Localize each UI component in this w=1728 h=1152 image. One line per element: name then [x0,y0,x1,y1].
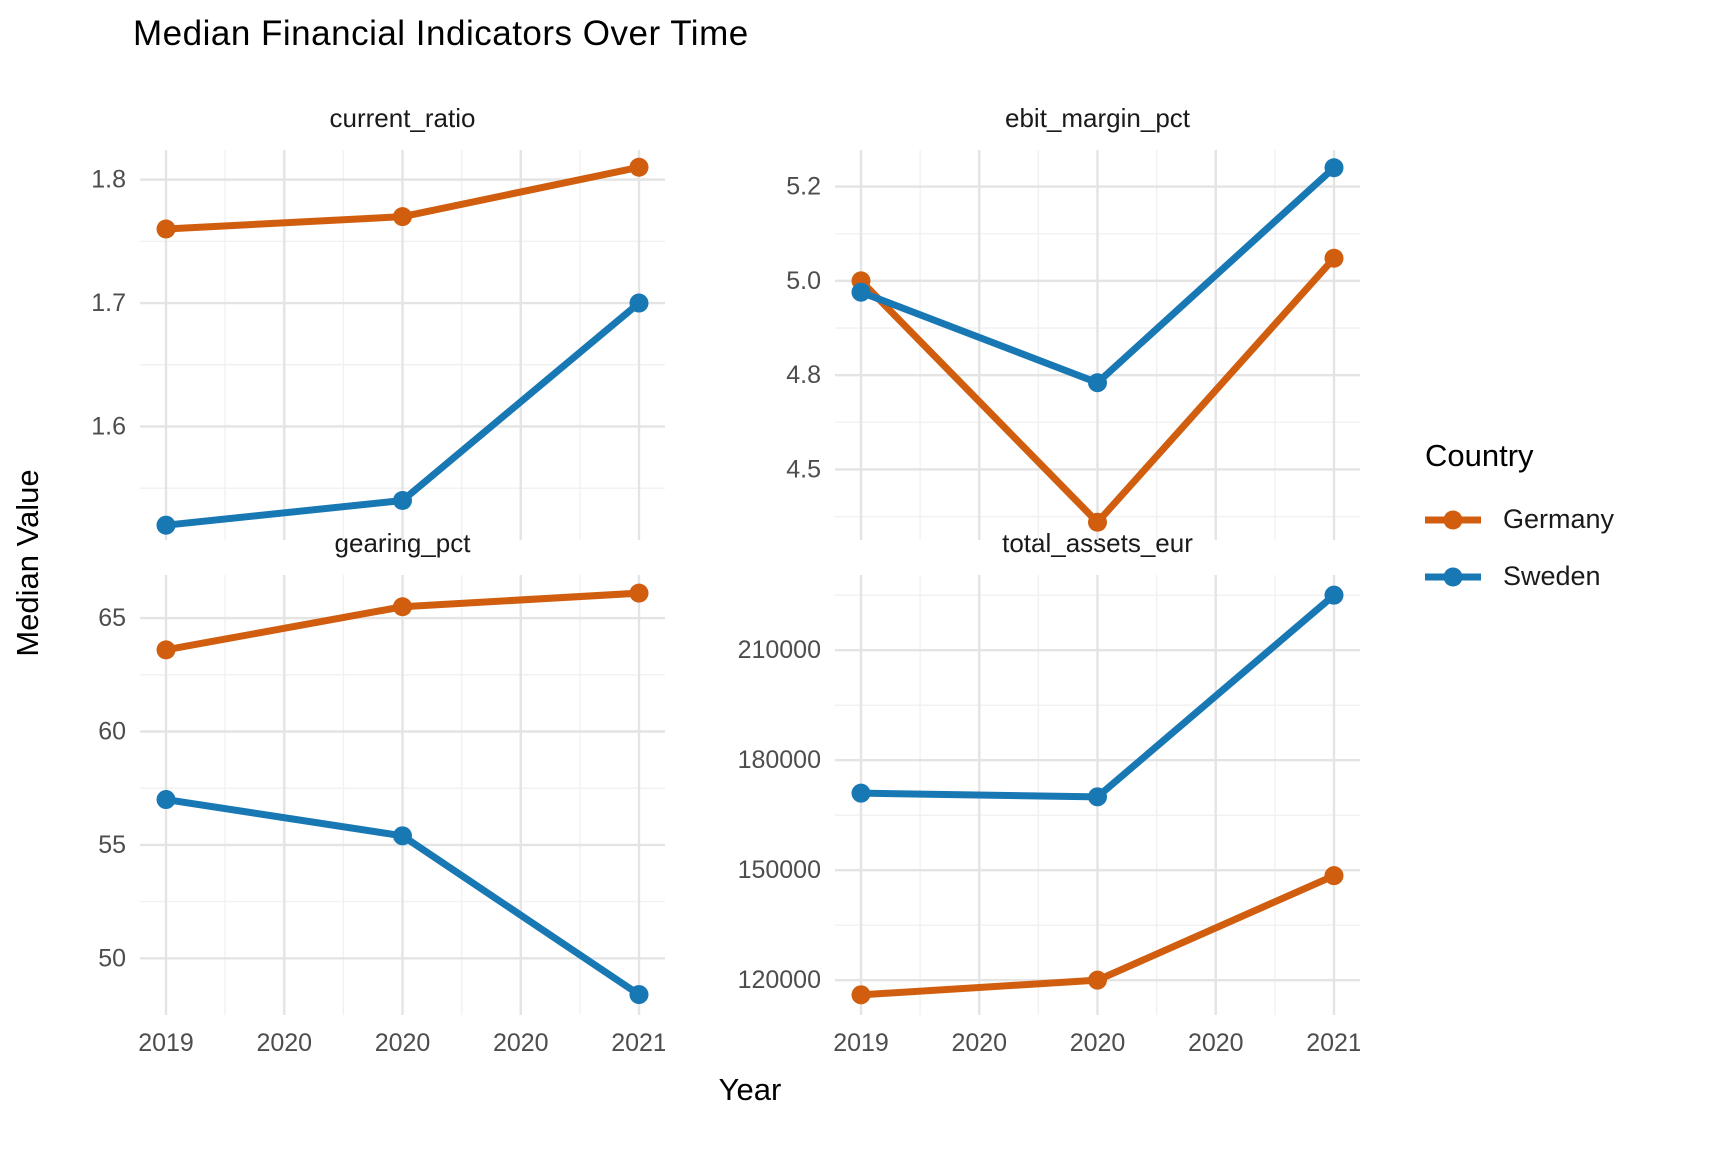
sweden-point [1324,585,1344,605]
y-tick-label: 55 [98,831,126,859]
x-tick-label: 2021 [611,1029,665,1057]
y-tick-label: 1.8 [91,166,126,194]
y-tick-label: 4.8 [786,361,821,389]
legend-entry-sweden: Sweden [1425,561,1614,592]
y-tick-label: 150000 [738,856,821,884]
legend-label-germany: Germany [1503,504,1615,534]
x-tick-label: 2020 [1070,1029,1126,1057]
facet-title-current-ratio: current_ratio [329,103,476,133]
facet-panel-current-ratio: 1.6 1.7 1.8 [91,150,665,540]
sweden-point [629,293,649,313]
y-tick-label: 60 [98,717,126,745]
y-tick-label: 4.5 [786,455,821,483]
sweden-point [851,282,871,302]
facet-title-ebit-margin-pct: ebit_margin_pct [1005,103,1190,133]
sweden-point [851,783,871,803]
germany-point [1324,866,1344,886]
x-axis-title: Year [718,1072,782,1107]
legend-entry-germany: Germany [1425,504,1614,535]
germany-point [393,597,412,617]
y-tick-label: 5.0 [786,267,821,295]
facet-panel-gearing-pct: 50 55 60 65 2019 2020 2020 2020 2021 [98,575,665,1057]
germany-point [851,985,871,1005]
x-tick-label: 2019 [138,1029,194,1057]
y-tick-label: 120000 [738,966,821,994]
y-tick-label: 65 [98,604,126,632]
germany-point [1088,512,1107,532]
germany-point [393,207,412,227]
x-tick-label: 2019 [833,1029,889,1057]
x-tick-label: 2020 [256,1029,312,1057]
facet-panel-ebit-margin-pct: 4.5 4.8 5.0 5.2 [786,150,1360,540]
sweden-point [393,491,412,511]
germany-point [629,157,649,177]
sweden-point [393,826,412,846]
facet-panel-total-assets-eur: 120000 150000 180000 210000 2019 2020 2020 2020… [738,575,1360,1057]
x-tick-label: 2020 [1188,1029,1244,1057]
sweden-point [156,515,176,535]
y-tick-label: 1.7 [91,289,126,317]
germany-point [156,219,176,239]
y-tick-label: 5.2 [786,173,821,201]
sweden-point [1088,787,1107,807]
germany-line-key-icon [1425,510,1481,529]
germany-point [1324,248,1344,268]
sweden-point [1324,158,1344,178]
sweden-point [1088,373,1107,393]
chart-title: Median Financial Indicators Over Time [133,14,749,53]
legend-label-sweden: Sweden [1503,561,1601,591]
legend-title: Country [1425,438,1534,473]
germany-point [1088,970,1107,990]
y-tick-label: 210000 [738,636,821,664]
y-tick-label: 180000 [738,746,821,774]
x-tick-label: 2020 [375,1029,431,1057]
sweden-point [629,985,649,1005]
x-tick-label: 2020 [493,1029,549,1057]
sweden-point [156,790,176,810]
sweden-line-key-icon [1425,567,1481,586]
x-tick-label: 2021 [1306,1029,1360,1057]
y-tick-label: 1.6 [91,412,126,440]
legend: Country Germany Sweden [1425,438,1614,618]
x-tick-label: 2020 [951,1029,1007,1057]
germany-point [156,640,176,660]
y-tick-label: 50 [98,944,126,972]
germany-point [629,583,649,603]
